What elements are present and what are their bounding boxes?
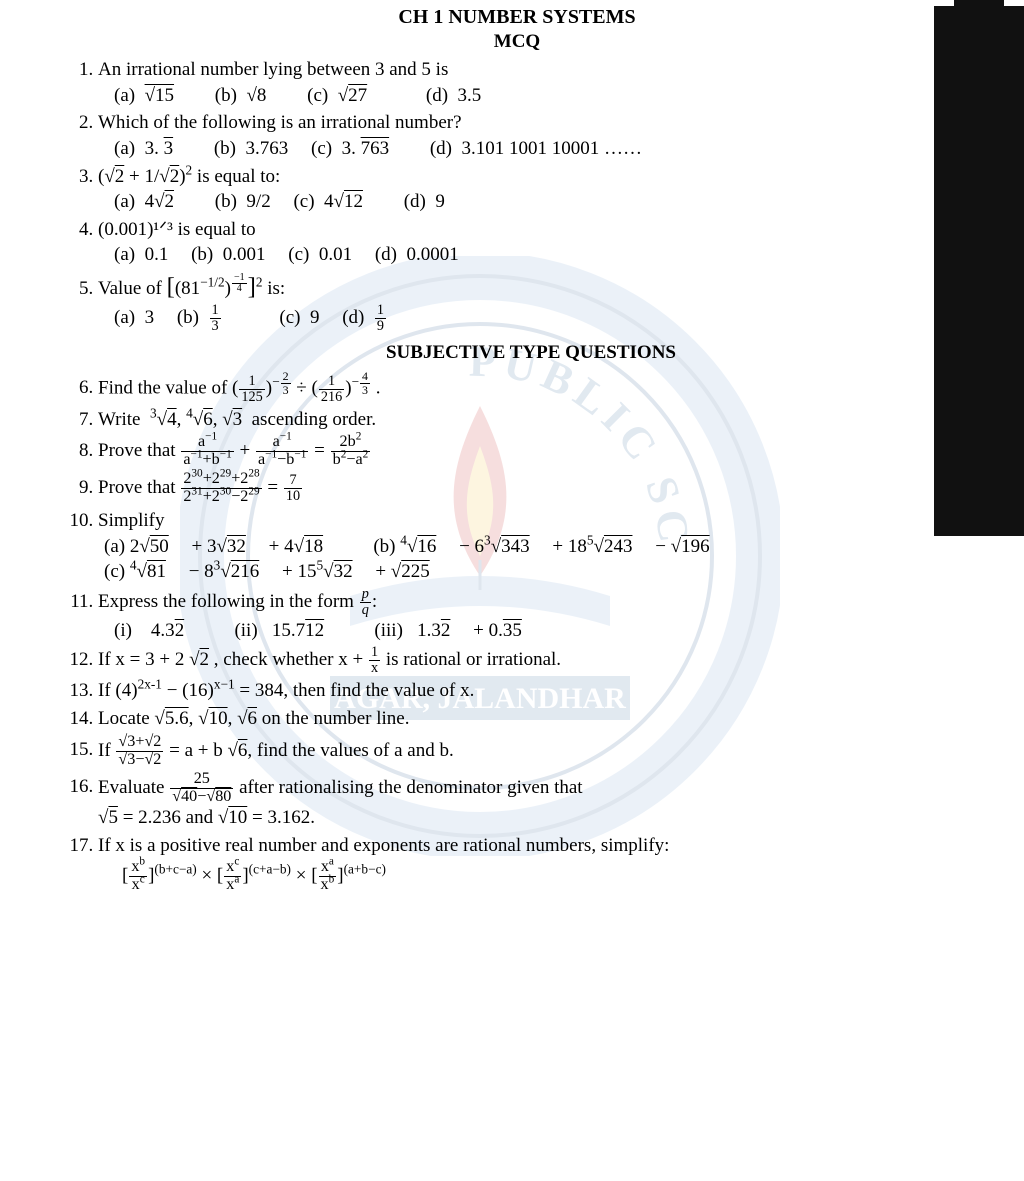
question-16: Evaluate 25√40−√80 after rationalising t… — [98, 771, 964, 832]
question-13: If (4)2x-1 − (16)x−1 = 384, then find th… — [98, 678, 964, 704]
q1-options: (a) √15 (b) √8 (c) √27 (d) 3.5 — [98, 83, 964, 109]
question-9: Prove that 230+229+228231+230−229 = 710 — [98, 471, 964, 506]
q3-options: (a) 4√2 (b) 9/2 (c) 4√12 (d) 9 — [98, 189, 964, 215]
question-8: Prove that a−1a−1+b−1 + a−1a−1−b−1 = 2b2… — [98, 434, 964, 469]
question-14: Locate √5.6, √10, √6 on the number line. — [98, 706, 964, 732]
worksheet-content: CH 1 NUMBER SYSTEMS MCQ An irrational nu… — [0, 6, 1024, 894]
q5-options: (a) 3 (b) 13 (c) 9 (d) 19 — [98, 303, 964, 334]
q2-options: (a) 3. 3 (b) 3.763 (c) 3. 763 (d) 3.101 … — [98, 136, 964, 162]
q1-text: An irrational number lying between 3 and… — [98, 59, 448, 80]
q4-options: (a) 0.1 (b) 0.001 (c) 0.01 (d) 0.0001 — [98, 242, 964, 268]
q10-text: Simplify — [98, 510, 165, 531]
question-15: If √3+√2√3−√2 = a + b √6, find the value… — [98, 734, 964, 769]
q17-text: If x is a positive real number and expon… — [98, 835, 669, 856]
question-1: An irrational number lying between 3 and… — [98, 57, 964, 108]
chapter-title: CH 1 NUMBER SYSTEMS — [70, 6, 964, 29]
mcq-heading: MCQ — [70, 31, 964, 53]
question-12: If x = 3 + 2 √2 , check whether x + 1x i… — [98, 645, 964, 676]
question-list: An irrational number lying between 3 and… — [70, 57, 964, 894]
question-7: Write 3√4, 4√6, √3 ascending order. — [98, 407, 964, 433]
q11-parts: (i) 4.32 (ii) 15.712 (iii) 1.32 + 0.35 — [98, 618, 964, 644]
question-6: Find the value of (1125)−23 ÷ (1216)−43 … — [98, 370, 964, 405]
question-11: Express the following in the form pq: (i… — [98, 587, 964, 644]
q10-parts: (a) 2√50 + 3√32 + 4√18 (b) 4√16 − 63√343… — [98, 534, 964, 585]
question-17: If x is a positive real number and expon… — [98, 833, 964, 894]
question-3: (√2 + 1/√2)2 is equal to: (a) 4√2 (b) 9/… — [98, 164, 964, 215]
question-2: Which of the following is an irrational … — [98, 110, 964, 161]
question-5: Value of [(81−1/2)−14]2 is: (a) 3 (b) 13… — [98, 270, 964, 366]
q4-text: (0.001)¹ᐟ³ is equal to — [98, 219, 256, 240]
question-10: Simplify (a) 2√50 + 3√32 + 4√18 (b) 4√16… — [98, 508, 964, 585]
subjective-heading: SUBJECTIVE TYPE QUESTIONS — [98, 340, 964, 366]
question-4: (0.001)¹ᐟ³ is equal to (a) 0.1 (b) 0.001… — [98, 217, 964, 268]
q2-text: Which of the following is an irrational … — [98, 112, 462, 133]
